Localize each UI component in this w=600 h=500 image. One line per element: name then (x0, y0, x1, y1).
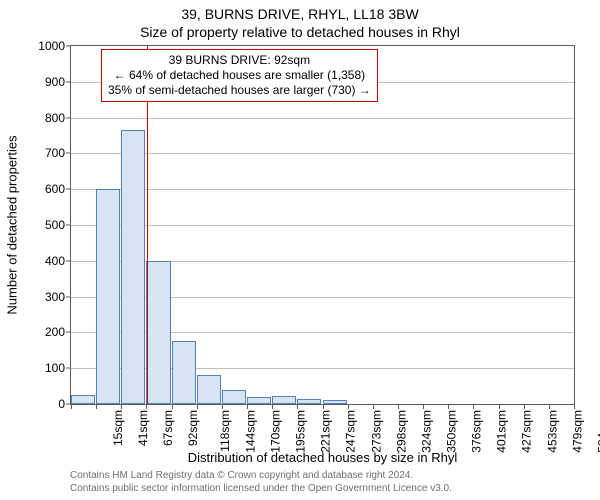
chart-title-line2: Size of property relative to detached ho… (0, 24, 600, 40)
y-tick-label: 400 (25, 254, 65, 268)
x-tick-mark (146, 405, 147, 409)
x-tick-mark (549, 405, 550, 409)
x-tick-label: 92sqm (186, 410, 200, 446)
x-tick-mark (574, 405, 575, 409)
x-tick-mark (297, 405, 298, 409)
x-tick-mark (197, 405, 198, 409)
histogram-bar (121, 130, 145, 404)
x-tick-mark (423, 405, 424, 409)
x-tick-label: 298sqm (394, 410, 408, 453)
histogram-bar (297, 399, 321, 404)
x-tick-label: 324sqm (420, 410, 434, 453)
y-tick-mark (66, 404, 70, 405)
histogram-bar (323, 400, 347, 404)
y-tick-mark (66, 117, 70, 118)
x-tick-mark (448, 405, 449, 409)
x-tick-mark (96, 405, 97, 409)
y-tick-mark (66, 368, 70, 369)
y-tick-mark (66, 81, 70, 82)
y-tick-mark (66, 46, 70, 47)
y-tick-label: 800 (25, 111, 65, 125)
x-tick-label: 453sqm (545, 410, 559, 453)
x-tick-mark (373, 405, 374, 409)
x-tick-mark (71, 405, 72, 409)
y-tick-label: 500 (25, 218, 65, 232)
x-tick-label: 427sqm (520, 410, 534, 453)
x-tick-label: 376sqm (470, 410, 484, 453)
x-tick-label: 221sqm (319, 410, 333, 453)
x-tick-label: 401sqm (495, 410, 509, 453)
y-tick-mark (66, 189, 70, 190)
y-tick-mark (66, 225, 70, 226)
plot-area: 39 BURNS DRIVE: 92sqm← 64% of detached h… (70, 45, 575, 405)
histogram-bar (96, 189, 120, 404)
x-tick-label: 504sqm (596, 410, 600, 453)
x-tick-label: 67sqm (161, 410, 175, 446)
y-tick-label: 1000 (25, 39, 65, 53)
x-tick-label: 144sqm (243, 410, 257, 453)
y-tick-label: 0 (25, 397, 65, 411)
x-tick-mark (272, 405, 273, 409)
x-tick-label: 41sqm (136, 410, 150, 446)
gridline-h (71, 153, 574, 154)
x-tick-mark (222, 405, 223, 409)
y-tick-mark (66, 260, 70, 261)
y-tick-label: 300 (25, 290, 65, 304)
y-tick-mark (66, 153, 70, 154)
x-tick-label: 118sqm (217, 410, 231, 452)
y-tick-label: 600 (25, 182, 65, 196)
x-tick-label: 170sqm (269, 410, 283, 453)
chart-canvas: 39, BURNS DRIVE, RHYL, LL18 3BW Size of … (0, 0, 600, 500)
x-tick-mark (398, 405, 399, 409)
annotation-box: 39 BURNS DRIVE: 92sqm← 64% of detached h… (101, 49, 378, 102)
footnote-line1: Contains HM Land Registry data © Crown c… (70, 470, 413, 481)
histogram-bar (71, 395, 95, 404)
x-tick-label: 195sqm (294, 410, 308, 453)
gridline-h (71, 118, 574, 119)
x-tick-mark (172, 405, 173, 409)
x-tick-label: 479sqm (570, 410, 584, 453)
footnote-line2: Contains public sector information licen… (70, 483, 452, 494)
histogram-bar (146, 261, 170, 404)
histogram-bar (247, 397, 271, 404)
gridline-h (71, 189, 574, 190)
x-tick-label: 247sqm (344, 410, 358, 453)
y-tick-label: 100 (25, 361, 65, 375)
x-tick-mark (121, 405, 122, 409)
histogram-bar (197, 375, 221, 404)
histogram-bar (222, 390, 246, 404)
x-tick-mark (323, 405, 324, 409)
x-tick-mark (247, 405, 248, 409)
annotation-line2: ← 64% of detached houses are smaller (1,… (108, 68, 371, 83)
x-tick-mark (473, 405, 474, 409)
x-tick-label: 350sqm (445, 410, 459, 453)
y-tick-label: 700 (25, 146, 65, 160)
y-axis-label: Number of detached properties (5, 135, 20, 314)
gridline-h (71, 225, 574, 226)
x-tick-label: 15sqm (111, 410, 125, 446)
histogram-bar (172, 341, 196, 404)
y-tick-label: 900 (25, 75, 65, 89)
histogram-bar (272, 396, 296, 404)
chart-title-line1: 39, BURNS DRIVE, RHYL, LL18 3BW (0, 6, 600, 22)
x-tick-mark (524, 405, 525, 409)
x-tick-mark (348, 405, 349, 409)
y-tick-mark (66, 332, 70, 333)
annotation-line3: 35% of semi-detached houses are larger (… (108, 83, 371, 98)
annotation-line1: 39 BURNS DRIVE: 92sqm (108, 53, 371, 68)
y-tick-mark (66, 296, 70, 297)
x-tick-mark (499, 405, 500, 409)
x-tick-label: 273sqm (369, 410, 383, 453)
x-axis-label: Distribution of detached houses by size … (70, 450, 575, 465)
y-tick-label: 200 (25, 325, 65, 339)
